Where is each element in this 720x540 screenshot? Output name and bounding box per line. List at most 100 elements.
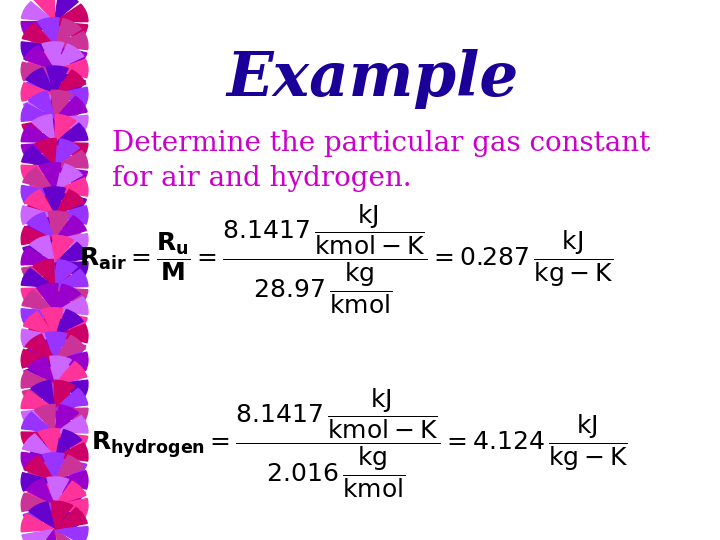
- Wedge shape: [21, 329, 55, 347]
- Wedge shape: [55, 94, 84, 120]
- Wedge shape: [55, 455, 84, 481]
- Text: Example: Example: [226, 49, 518, 109]
- Wedge shape: [27, 457, 55, 484]
- Wedge shape: [24, 94, 55, 118]
- Wedge shape: [21, 514, 55, 532]
- Wedge shape: [40, 163, 61, 191]
- Wedge shape: [55, 190, 84, 215]
- Wedge shape: [55, 239, 82, 266]
- Wedge shape: [55, 309, 84, 336]
- Wedge shape: [55, 87, 88, 105]
- Wedge shape: [22, 408, 55, 428]
- Wedge shape: [53, 235, 73, 264]
- Wedge shape: [41, 94, 63, 122]
- Wedge shape: [24, 360, 55, 384]
- Wedge shape: [55, 32, 88, 50]
- Wedge shape: [25, 70, 55, 96]
- Wedge shape: [27, 212, 55, 239]
- Wedge shape: [25, 481, 55, 507]
- Wedge shape: [21, 83, 55, 101]
- Wedge shape: [55, 115, 88, 133]
- Wedge shape: [55, 380, 75, 408]
- Wedge shape: [21, 453, 55, 470]
- Wedge shape: [28, 357, 55, 384]
- Wedge shape: [55, 296, 88, 315]
- Wedge shape: [32, 287, 55, 315]
- Wedge shape: [22, 118, 55, 140]
- Wedge shape: [38, 384, 59, 412]
- Wedge shape: [41, 308, 63, 336]
- Wedge shape: [23, 239, 55, 262]
- Wedge shape: [42, 360, 64, 388]
- Wedge shape: [52, 501, 73, 529]
- Wedge shape: [22, 2, 55, 22]
- Wedge shape: [28, 46, 55, 73]
- Wedge shape: [33, 143, 55, 171]
- Wedge shape: [55, 216, 86, 239]
- Wedge shape: [55, 471, 88, 489]
- Wedge shape: [26, 68, 55, 94]
- Wedge shape: [37, 18, 59, 46]
- Wedge shape: [21, 493, 55, 511]
- Wedge shape: [24, 45, 55, 70]
- Wedge shape: [55, 242, 87, 264]
- Wedge shape: [29, 502, 55, 529]
- Wedge shape: [21, 42, 55, 60]
- Wedge shape: [37, 118, 58, 146]
- Wedge shape: [55, 70, 86, 94]
- Wedge shape: [21, 287, 55, 306]
- Wedge shape: [55, 443, 88, 461]
- Wedge shape: [55, 284, 81, 312]
- Wedge shape: [55, 215, 85, 240]
- Wedge shape: [55, 18, 81, 46]
- Wedge shape: [21, 62, 55, 80]
- Wedge shape: [38, 429, 60, 457]
- Wedge shape: [55, 505, 83, 531]
- Wedge shape: [55, 167, 88, 187]
- Wedge shape: [21, 185, 55, 204]
- Wedge shape: [40, 239, 61, 267]
- Wedge shape: [37, 284, 58, 312]
- Wedge shape: [29, 91, 55, 118]
- Wedge shape: [55, 178, 88, 196]
- Wedge shape: [22, 290, 55, 312]
- Wedge shape: [55, 262, 88, 279]
- Wedge shape: [55, 433, 88, 453]
- Wedge shape: [55, 46, 87, 68]
- Wedge shape: [48, 211, 70, 239]
- Wedge shape: [50, 356, 71, 384]
- Wedge shape: [55, 360, 84, 386]
- Wedge shape: [27, 191, 55, 218]
- Wedge shape: [50, 46, 71, 74]
- Wedge shape: [26, 478, 55, 505]
- Wedge shape: [55, 114, 76, 143]
- Wedge shape: [37, 529, 58, 540]
- Wedge shape: [54, 433, 75, 461]
- Wedge shape: [55, 457, 86, 480]
- Wedge shape: [22, 23, 55, 46]
- Wedge shape: [35, 264, 56, 292]
- Wedge shape: [21, 103, 55, 122]
- Wedge shape: [24, 215, 55, 240]
- Wedge shape: [46, 66, 68, 94]
- Wedge shape: [55, 529, 80, 540]
- Wedge shape: [22, 264, 55, 284]
- Wedge shape: [55, 384, 81, 411]
- Wedge shape: [45, 332, 67, 360]
- Wedge shape: [55, 408, 78, 436]
- Wedge shape: [45, 70, 67, 98]
- Wedge shape: [55, 404, 78, 433]
- Wedge shape: [24, 456, 55, 481]
- Wedge shape: [55, 22, 88, 42]
- Wedge shape: [23, 167, 55, 191]
- Wedge shape: [21, 165, 55, 183]
- Wedge shape: [21, 472, 55, 491]
- Wedge shape: [21, 432, 55, 449]
- Wedge shape: [55, 336, 86, 360]
- Wedge shape: [55, 481, 86, 505]
- Wedge shape: [22, 146, 55, 167]
- Wedge shape: [21, 309, 55, 327]
- Wedge shape: [30, 433, 55, 460]
- Wedge shape: [55, 4, 88, 22]
- Wedge shape: [55, 508, 87, 529]
